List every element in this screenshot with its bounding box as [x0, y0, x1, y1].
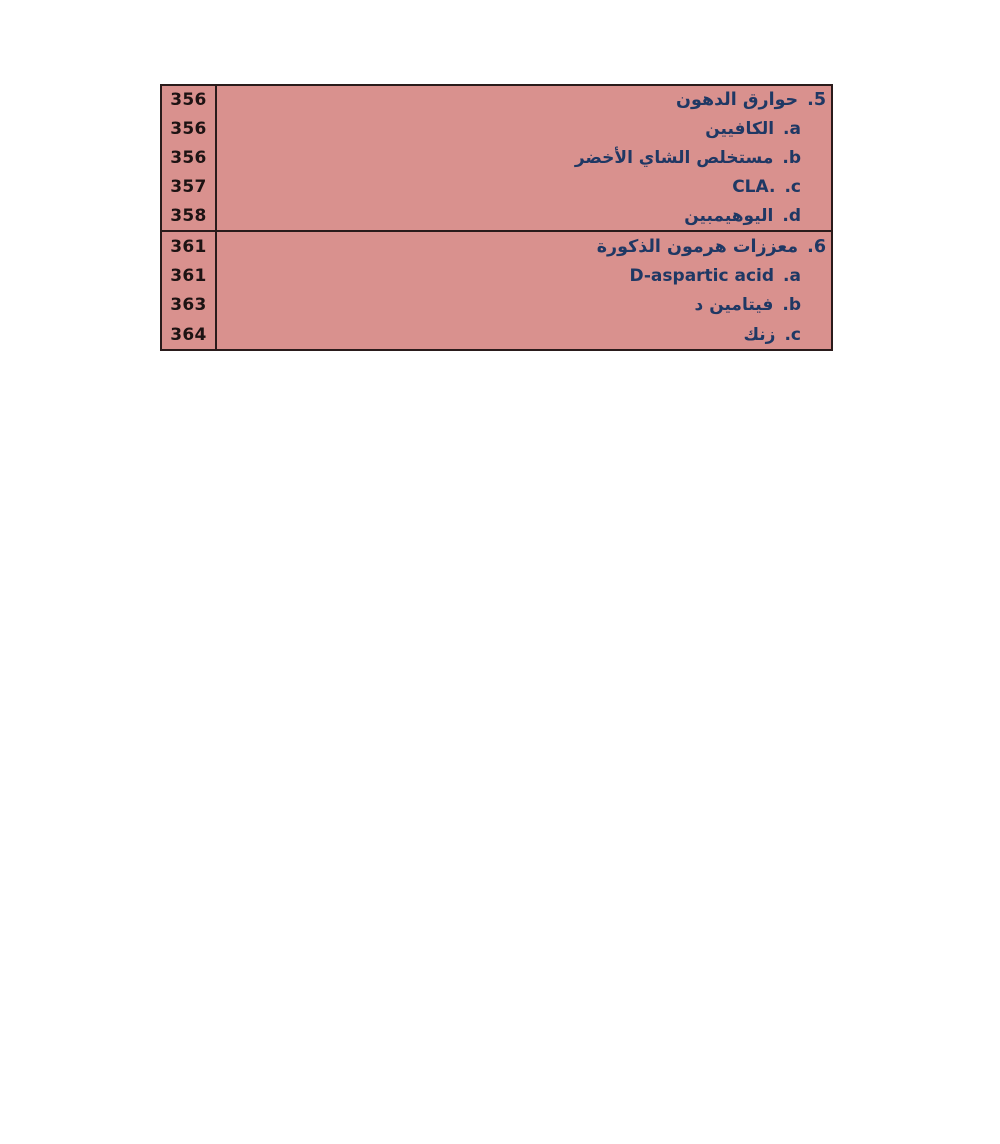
toc-row: 361 D-aspartic acid a.	[162, 261, 831, 291]
entry-marker: a.	[783, 119, 801, 140]
toc-entry: الكافيين a.	[217, 115, 831, 144]
toc-entry: مستخلص الشاي الأخضر b.	[217, 144, 831, 173]
page-number: 358	[162, 201, 217, 230]
toc-entry: D-aspartic acid a.	[217, 261, 831, 290]
entry-marker: 6.	[807, 236, 826, 257]
toc-section: 356 حوارق الدهون 5. 356 الكافيين a. 356 …	[162, 86, 831, 230]
entry-label: D-aspartic acid	[629, 265, 775, 286]
page-number: 357	[162, 172, 217, 202]
toc-entry: حوارق الدهون 5.	[217, 86, 831, 115]
entry-label: زنك	[743, 324, 776, 345]
toc-row: 356 حوارق الدهون 5.	[162, 86, 831, 115]
toc-row: 364 زنك c.	[162, 319, 831, 350]
entry-label: معززات هرمون الذكورة	[596, 236, 799, 257]
toc-entry: CLA. c.	[217, 172, 831, 201]
toc-entry: معززات هرمون الذكورة 6.	[217, 232, 831, 261]
entry-label: الكافيين	[705, 119, 775, 140]
page-number: 356	[162, 143, 217, 173]
entry-marker: b.	[782, 295, 801, 316]
page-number: 361	[162, 231, 217, 262]
toc-table: 356 حوارق الدهون 5. 356 الكافيين a. 356 …	[160, 84, 833, 352]
entry-label: فيتامين د	[694, 295, 774, 316]
toc-row: 356 مستخلص الشاي الأخضر b.	[162, 143, 831, 173]
entry-marker: a.	[783, 265, 801, 286]
entry-label: حوارق الدهون	[676, 90, 799, 111]
toc-row: 358 اليوهيمبين d.	[162, 201, 831, 230]
entry-marker: d.	[782, 205, 801, 226]
page-number: 363	[162, 290, 217, 320]
page-number: 361	[162, 261, 217, 291]
entry-marker: c.	[784, 324, 801, 345]
entry-label: CLA.	[732, 176, 776, 197]
toc-entry: زنك c.	[217, 320, 831, 349]
toc-row: 357 CLA. c.	[162, 172, 831, 202]
toc-entry: اليوهيمبين d.	[217, 201, 831, 230]
toc-row: 363 فيتامين د b.	[162, 290, 831, 320]
page-number: 356	[162, 114, 217, 144]
entry-marker: b.	[782, 147, 801, 168]
page-number: 356	[162, 86, 217, 115]
toc-section: 361 معززات هرمون الذكورة 6. 361 D-aspart…	[162, 229, 831, 350]
toc-entry: فيتامين د b.	[217, 291, 831, 320]
entry-marker: 5.	[807, 90, 826, 111]
entry-label: مستخلص الشاي الأخضر	[574, 147, 774, 168]
entry-label: اليوهيمبين	[684, 205, 774, 226]
toc-row: 356 الكافيين a.	[162, 114, 831, 144]
entry-marker: c.	[784, 176, 801, 197]
toc-row: 361 معززات هرمون الذكورة 6.	[162, 231, 831, 262]
page-number: 364	[162, 319, 217, 350]
